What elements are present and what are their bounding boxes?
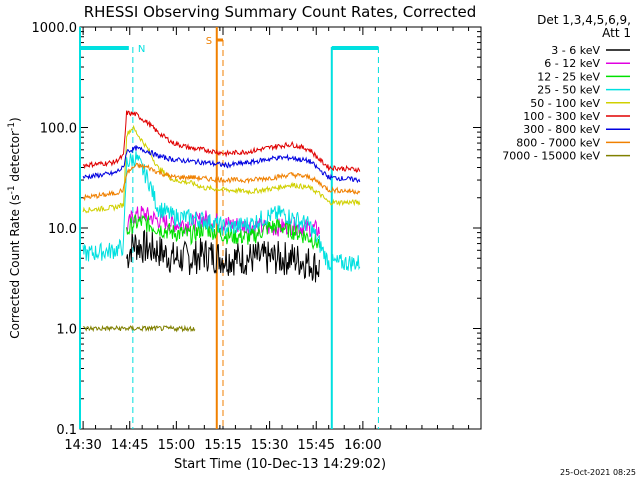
series-line	[82, 145, 361, 184]
y-tick-label: 100.0	[40, 122, 77, 137]
x-tick-label: 15:00	[158, 438, 195, 453]
x-tick-label: 14:30	[64, 438, 101, 453]
series-line	[82, 162, 361, 202]
legend-header-att: Att 1	[602, 26, 631, 40]
series-line	[82, 151, 361, 272]
x-tick-label: 16:00	[344, 438, 381, 453]
legend-label: 300 - 800 keV	[523, 123, 600, 136]
annotation-label: S	[206, 36, 212, 47]
series-line	[126, 229, 320, 283]
x-tick-label: 15:30	[251, 438, 288, 453]
legend-label: 6 - 12 keV	[544, 57, 600, 70]
x-tick-label: 15:15	[204, 438, 241, 453]
y-axis-label: Corrected Count Rate (s-1 detector-1)	[7, 117, 22, 338]
legend-label: 800 - 7000 keV	[516, 136, 600, 149]
legend-label: 50 - 100 keV	[530, 97, 600, 110]
y-tick-label: 0.1	[56, 423, 77, 438]
footer-timestamp: 25-Oct-2021 08:25	[560, 468, 636, 477]
x-tick-label: 15:45	[298, 438, 335, 453]
y-axis: 0.1 1.0 10.0 100.0 1000.0	[32, 21, 481, 438]
instrument-markers: NS	[79, 27, 379, 429]
y-tick-label: 1000.0	[32, 21, 78, 36]
legend-label: 12 - 25 keV	[537, 70, 600, 83]
series-line	[82, 110, 361, 174]
x-axis-label: Start Time (10-Dec-13 14:29:02)	[174, 457, 386, 472]
legend-label: 3 - 6 keV	[551, 44, 600, 57]
y-tick-label: 1.0	[56, 323, 77, 338]
series-line	[83, 324, 196, 333]
annotation-label: N	[138, 44, 145, 55]
series-lines	[82, 110, 361, 333]
legend-label: 7000 - 15000 keV	[502, 150, 600, 163]
legend-label: 25 - 50 keV	[537, 84, 600, 97]
y-tick-label: 10.0	[48, 222, 77, 237]
x-axis: 14:30 14:45 15:00 15:15 15:30 15:45 16:00	[64, 27, 470, 453]
legend-header: Det 1,3,4,5,6,9,	[537, 13, 631, 27]
legend-label: 100 - 300 keV	[523, 110, 600, 123]
series-line	[82, 124, 361, 214]
x-tick-label: 14:45	[111, 438, 148, 453]
chart-title: RHESSI Observing Summary Count Rates, Co…	[84, 3, 477, 21]
